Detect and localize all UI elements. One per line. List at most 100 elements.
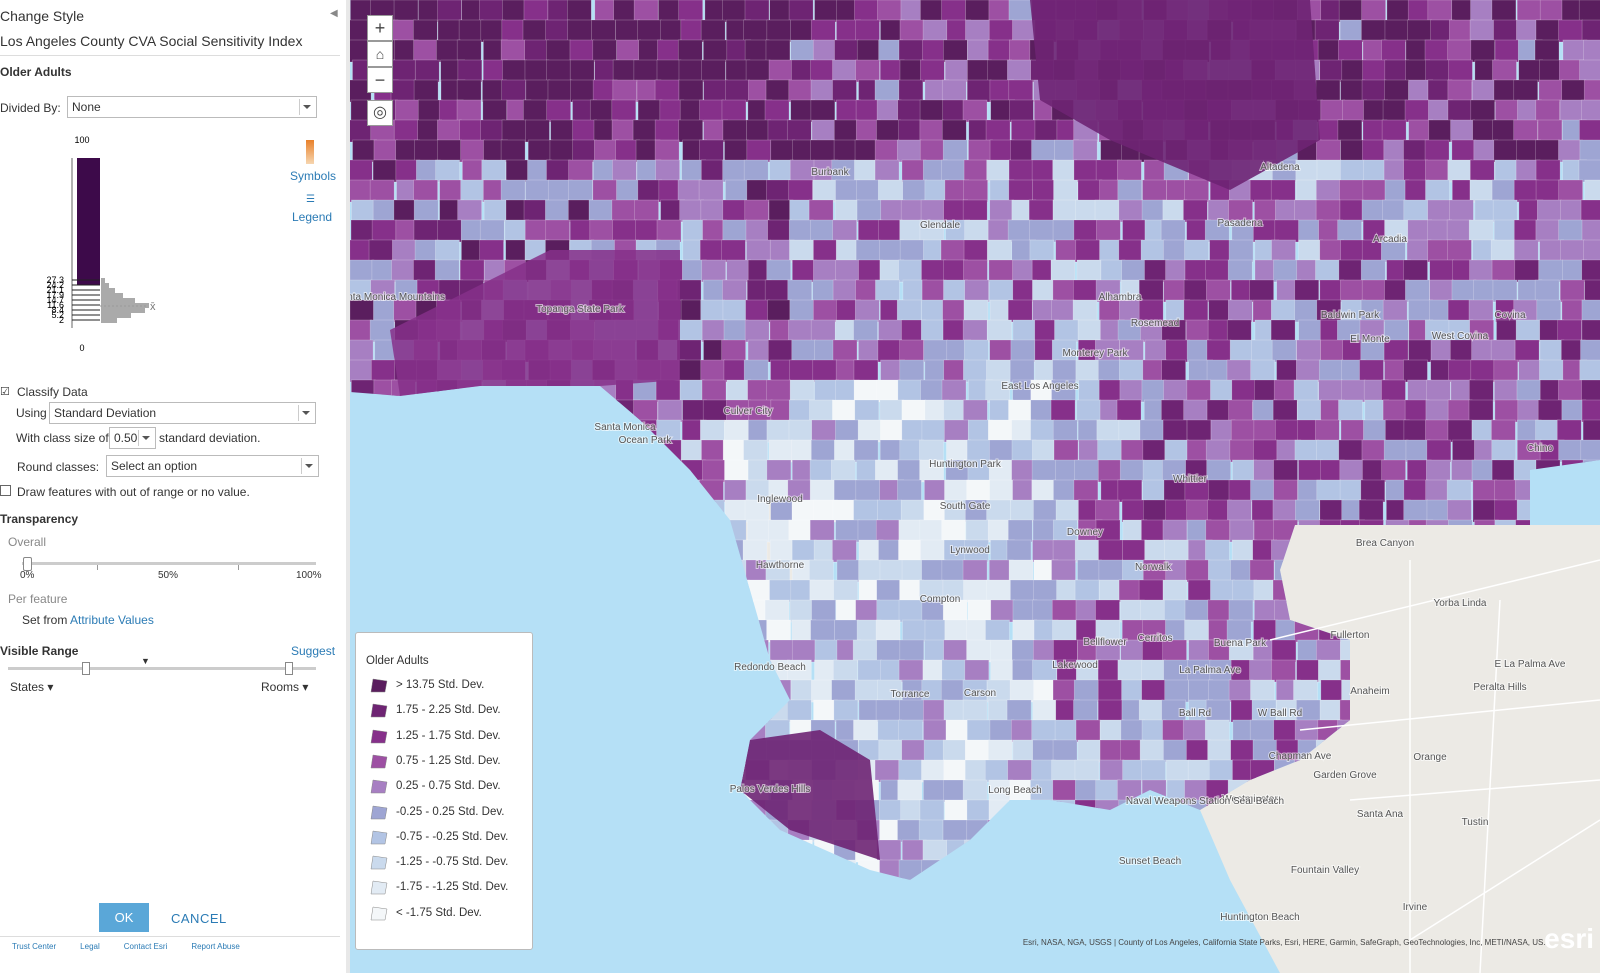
method-select[interactable]: Standard Deviation (49, 402, 316, 424)
range-min[interactable]: States ▾ (10, 680, 54, 694)
tick-label: 100% (296, 570, 322, 581)
region (1359, 359, 1384, 383)
region (393, 119, 419, 143)
locate[interactable]: ◎ (367, 100, 393, 126)
region (1206, 459, 1231, 483)
region (700, 419, 725, 443)
region (724, 459, 749, 483)
region (1579, 119, 1600, 143)
legend-icon[interactable]: ☰ (306, 194, 315, 205)
transparency-thumb[interactable] (23, 557, 32, 571)
region (1468, 399, 1494, 423)
legend-link[interactable]: Legend (292, 210, 333, 224)
region (1384, 279, 1409, 303)
divided-by-select[interactable]: None (67, 96, 317, 118)
region (1075, 719, 1101, 743)
region (1425, 399, 1451, 423)
symbols-link[interactable]: Symbols (290, 169, 337, 183)
region (1535, 139, 1560, 163)
region (1447, 299, 1473, 323)
zoom-in[interactable]: + (367, 15, 393, 41)
classify-label: Classify Data (17, 385, 88, 399)
region (1275, 419, 1300, 443)
symbols-icon[interactable] (306, 140, 314, 164)
round-label: Round classes: (17, 460, 100, 474)
classify-checkbox[interactable]: ☑ (0, 386, 10, 398)
region (876, 379, 901, 403)
region (898, 519, 924, 543)
region (832, 79, 857, 103)
cancel-button[interactable]: CANCEL (171, 911, 227, 926)
region (855, 239, 881, 263)
region (1050, 399, 1076, 423)
region (1205, 259, 1230, 283)
region (1163, 599, 1189, 623)
region (988, 279, 1014, 303)
out-of-range-checkbox[interactable] (0, 485, 11, 496)
range-max[interactable]: Rooms ▾ (261, 680, 309, 694)
region (919, 119, 945, 143)
footer-link[interactable]: Trust Center (12, 942, 57, 951)
round-select[interactable]: Select an option (106, 455, 319, 477)
range-thumb[interactable] (285, 662, 293, 675)
range-thumb[interactable] (82, 662, 90, 675)
region (922, 19, 948, 43)
region (1184, 619, 1209, 643)
region (1534, 279, 1560, 303)
map-labels: Santa Monica Ocean Park Culver City Inglewo… (350, 161, 1567, 924)
class-size-select[interactable]: 0.50 (109, 427, 156, 449)
region (1361, 79, 1387, 103)
ok-button[interactable]: OK (99, 903, 149, 932)
transparency-slider[interactable] (22, 562, 316, 565)
region (1447, 239, 1472, 263)
region (835, 259, 860, 283)
region (1250, 479, 1275, 503)
region (899, 639, 925, 663)
region (874, 759, 900, 783)
region (1249, 719, 1275, 743)
footer-link[interactable]: Contact Esri (123, 942, 168, 951)
overall-label: Overall (8, 535, 47, 549)
region (876, 599, 902, 623)
region (350, 179, 374, 203)
roads (1269, 559, 1600, 973)
collapse-button[interactable]: ◀ (330, 8, 338, 19)
region (898, 79, 924, 103)
region (788, 79, 814, 103)
map[interactable]: Santa Monica Ocean Park Culver City Inglewo… (350, 0, 1600, 973)
footer-link[interactable]: Legal (80, 942, 100, 951)
region (1449, 339, 1475, 363)
map-label: Peralta Hills (1473, 682, 1526, 693)
zoom-out[interactable]: − (367, 67, 393, 93)
region (832, 399, 857, 423)
legend-label: -0.75 - -0.25 Std. Dev. (396, 830, 509, 843)
region (920, 59, 945, 83)
map-label: Irvine (1403, 902, 1428, 913)
region (502, 0, 527, 23)
region (525, 179, 550, 203)
region (1141, 199, 1167, 223)
region (611, 119, 637, 143)
region (1338, 0, 1364, 23)
region (1162, 519, 1188, 543)
range-slider[interactable] (8, 667, 316, 670)
attribute-values-link[interactable]: Attribute Values (70, 613, 154, 627)
region (1250, 359, 1275, 383)
suggest-link[interactable]: Suggest (291, 644, 336, 658)
region (941, 119, 967, 143)
map-label: Carson (964, 688, 996, 699)
region (654, 139, 680, 163)
region (480, 119, 505, 143)
home[interactable]: ⌂ (367, 41, 393, 67)
region (723, 319, 749, 343)
footer-link[interactable]: Report Abuse (191, 942, 240, 951)
map-label: Sunset Beach (1119, 856, 1181, 867)
region (989, 199, 1015, 223)
panel-divider[interactable] (346, 0, 350, 973)
region (1227, 299, 1253, 323)
region (944, 419, 969, 443)
region (724, 419, 749, 443)
region (923, 719, 948, 743)
region (1298, 239, 1323, 263)
region (677, 39, 703, 63)
